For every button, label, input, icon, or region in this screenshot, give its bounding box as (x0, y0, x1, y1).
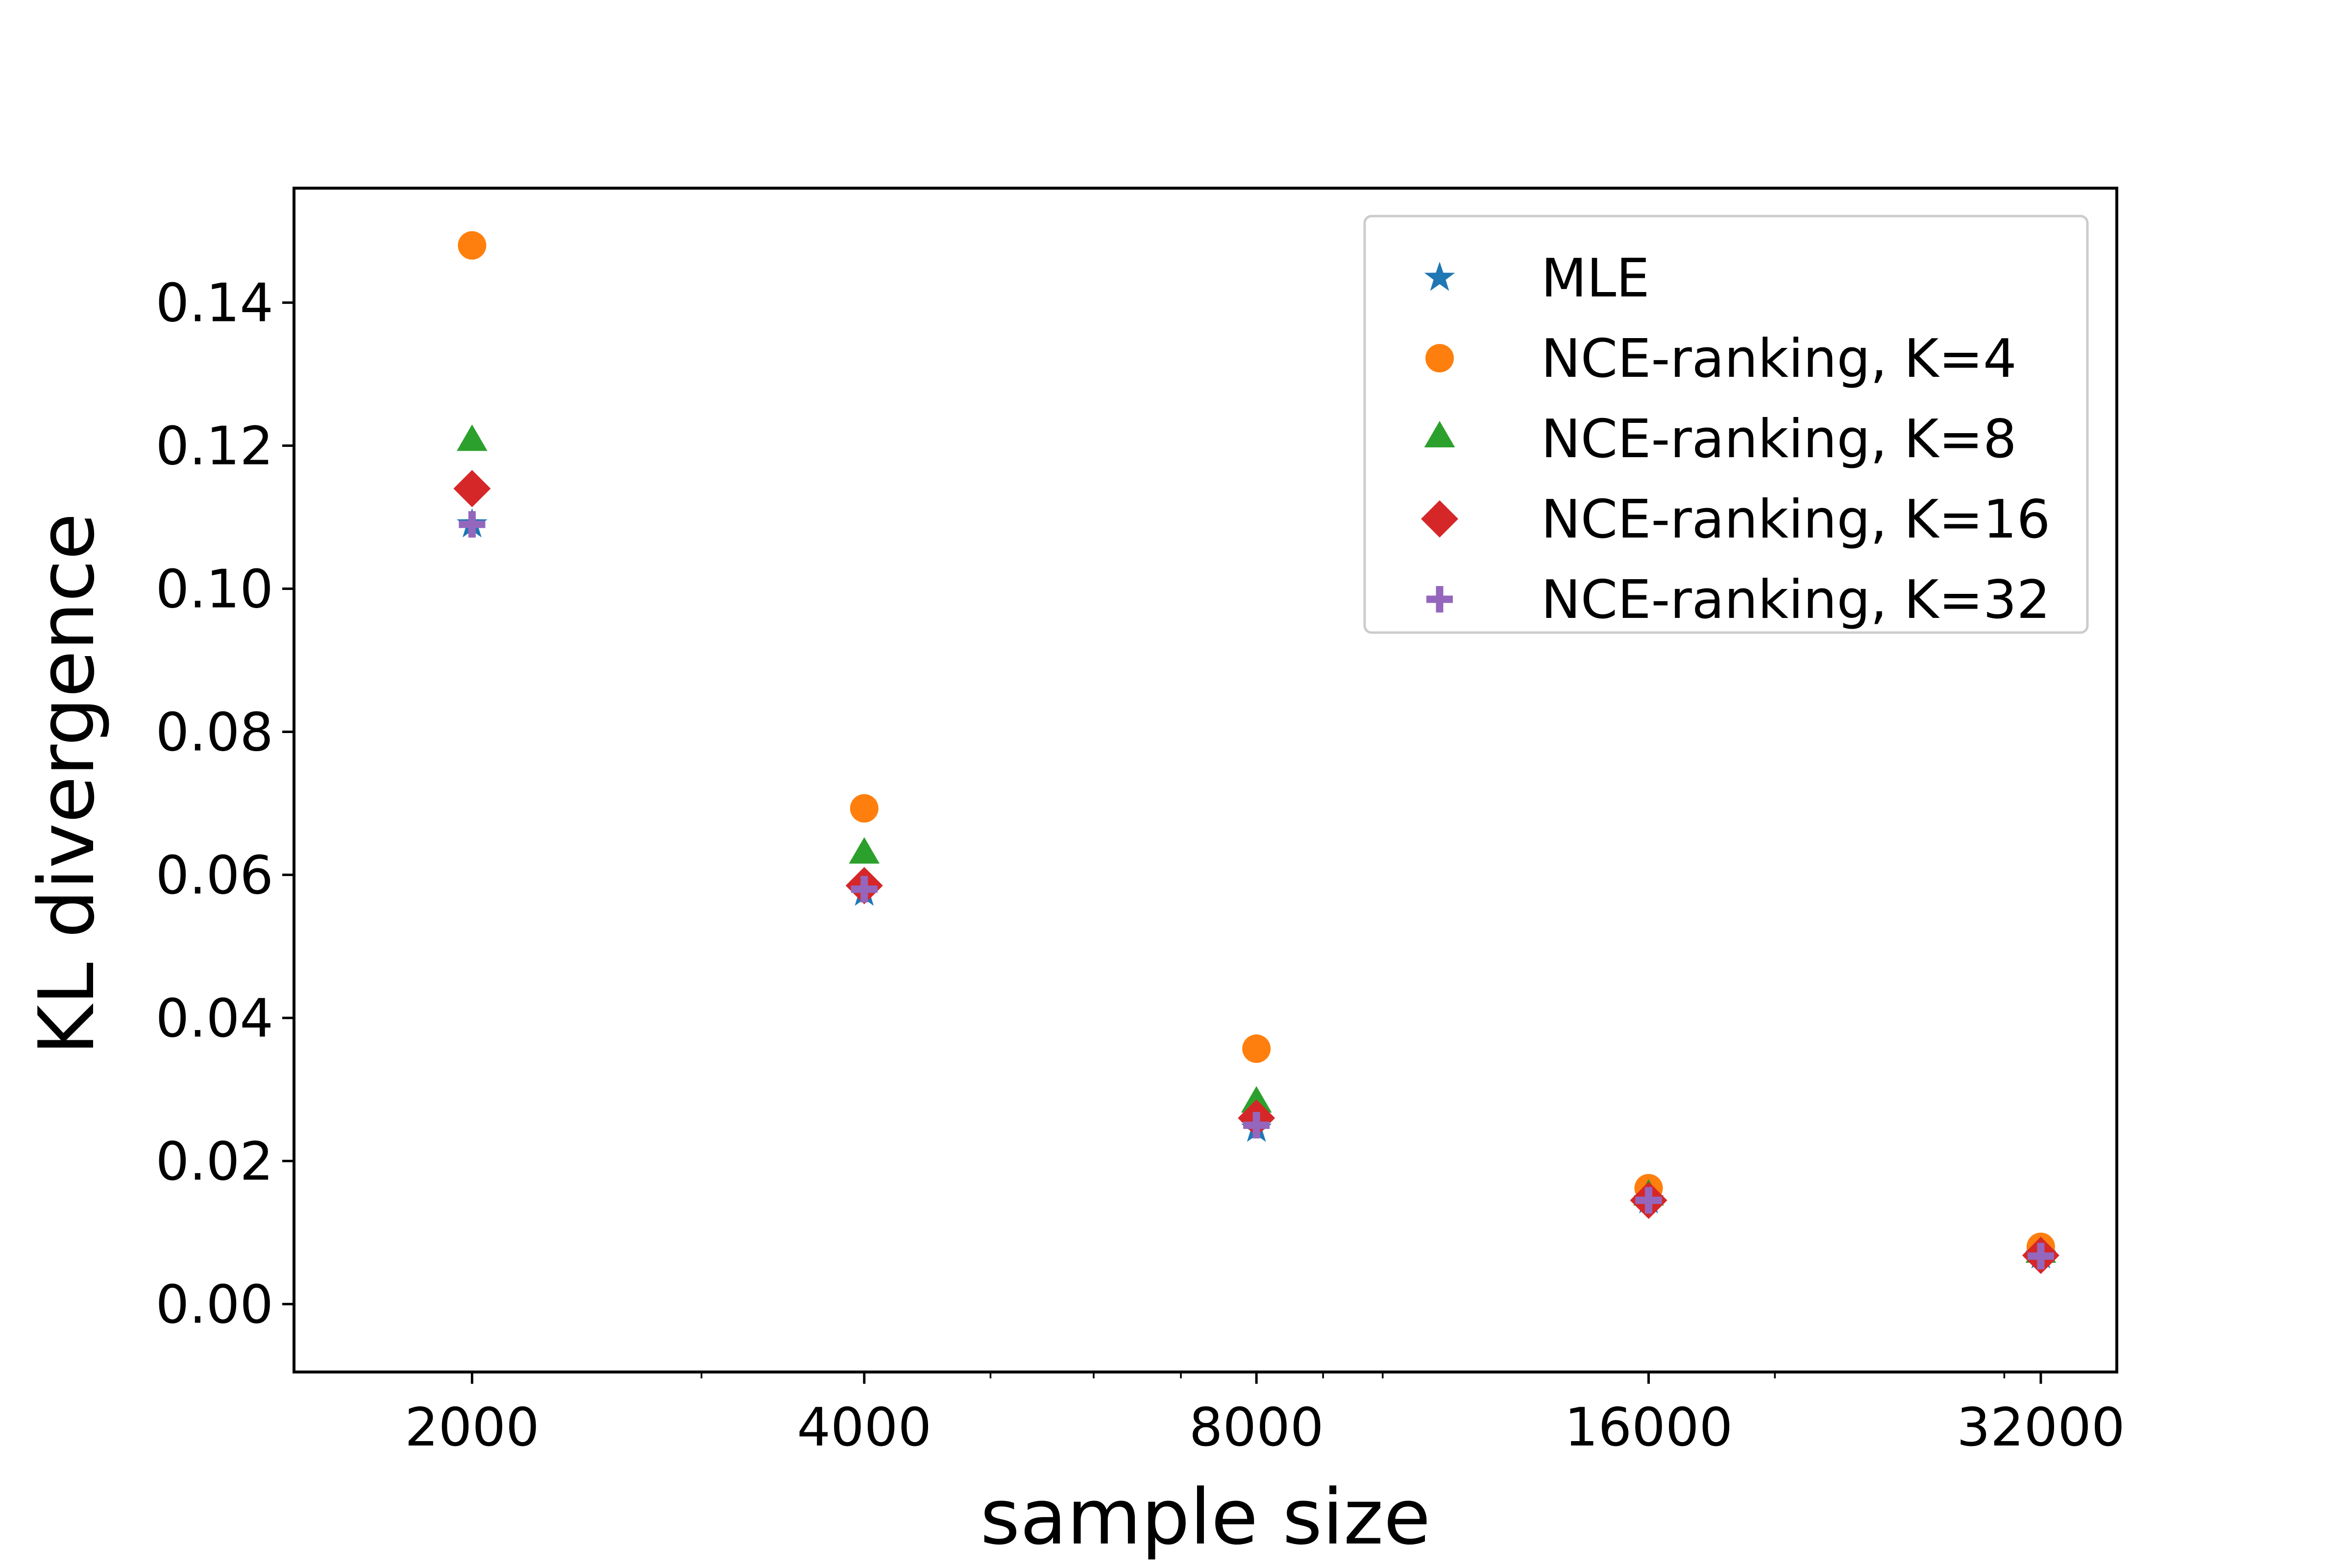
data-point-plus (1243, 1112, 1270, 1139)
data-point-diamond (453, 470, 491, 508)
y-tick-label: 0.10 (156, 559, 273, 620)
series-plus (459, 511, 2054, 1270)
legend-marker-circle (1425, 344, 1454, 372)
y-tick-label: 0.12 (156, 416, 273, 477)
x-tick-label: 2000 (405, 1397, 539, 1458)
legend-entry: NCE-ranking, K=4 (1425, 328, 2017, 390)
legend-entry: NCE-ranking, K=16 (1421, 489, 2050, 550)
legend-marker-star (1424, 262, 1455, 291)
y-tick-label: 0.02 (156, 1131, 273, 1192)
data-point-circle (458, 231, 487, 260)
x-tick-label: 32000 (1957, 1397, 2125, 1458)
x-tick-label: 4000 (797, 1397, 931, 1458)
data-point-plus (459, 511, 486, 538)
data-point-triangle (457, 424, 488, 451)
y-tick-label: 0.08 (156, 702, 273, 763)
y-axis-title: KL divergence (22, 513, 111, 1055)
data-markers (453, 231, 2059, 1274)
legend-marker-plus (1426, 586, 1453, 612)
data-point-plus (2027, 1243, 2054, 1270)
data-point-plus (851, 876, 878, 903)
data-point-triangle (1241, 1086, 1272, 1113)
data-point-circle (1242, 1034, 1271, 1063)
legend-label: NCE-ranking, K=8 (1541, 409, 2017, 470)
x-tick-label: 16000 (1565, 1397, 1733, 1458)
legend-marker-triangle (1424, 421, 1455, 447)
legend-marker-diamond (1421, 500, 1458, 538)
legend-label: MLE (1541, 248, 1650, 309)
data-point-circle (850, 794, 879, 823)
legend: MLE NCE-ranking, K=4 NCE-ranking, K=8 NCE-r… (1363, 215, 2089, 634)
data-point-plus (1635, 1187, 1662, 1214)
x-axis: 2000 4000 8000 16000 32000 (405, 1372, 2125, 1458)
x-axis-title: sample size (980, 1472, 1430, 1562)
x-tick-label: 8000 (1189, 1397, 1324, 1458)
data-point-triangle (849, 837, 880, 864)
legend-entry: NCE-ranking, K=32 (1426, 569, 2050, 631)
legend-entry: NCE-ranking, K=8 (1424, 409, 2017, 470)
y-tick-label: 0.00 (156, 1274, 273, 1335)
legend-label: NCE-ranking, K=16 (1541, 489, 2050, 550)
y-tick-label: 0.06 (156, 845, 273, 906)
legend-entry: MLE (1424, 248, 1650, 309)
legend-label: NCE-ranking, K=32 (1541, 569, 2050, 631)
y-tick-label: 0.04 (156, 988, 273, 1049)
y-axis: 0.00 0.02 0.04 0.06 0.08 0.10 0.12 0.14 (156, 273, 294, 1335)
y-tick-label: 0.14 (156, 273, 273, 334)
legend-label: NCE-ranking, K=4 (1541, 328, 2017, 390)
legend-box (1363, 215, 2089, 634)
